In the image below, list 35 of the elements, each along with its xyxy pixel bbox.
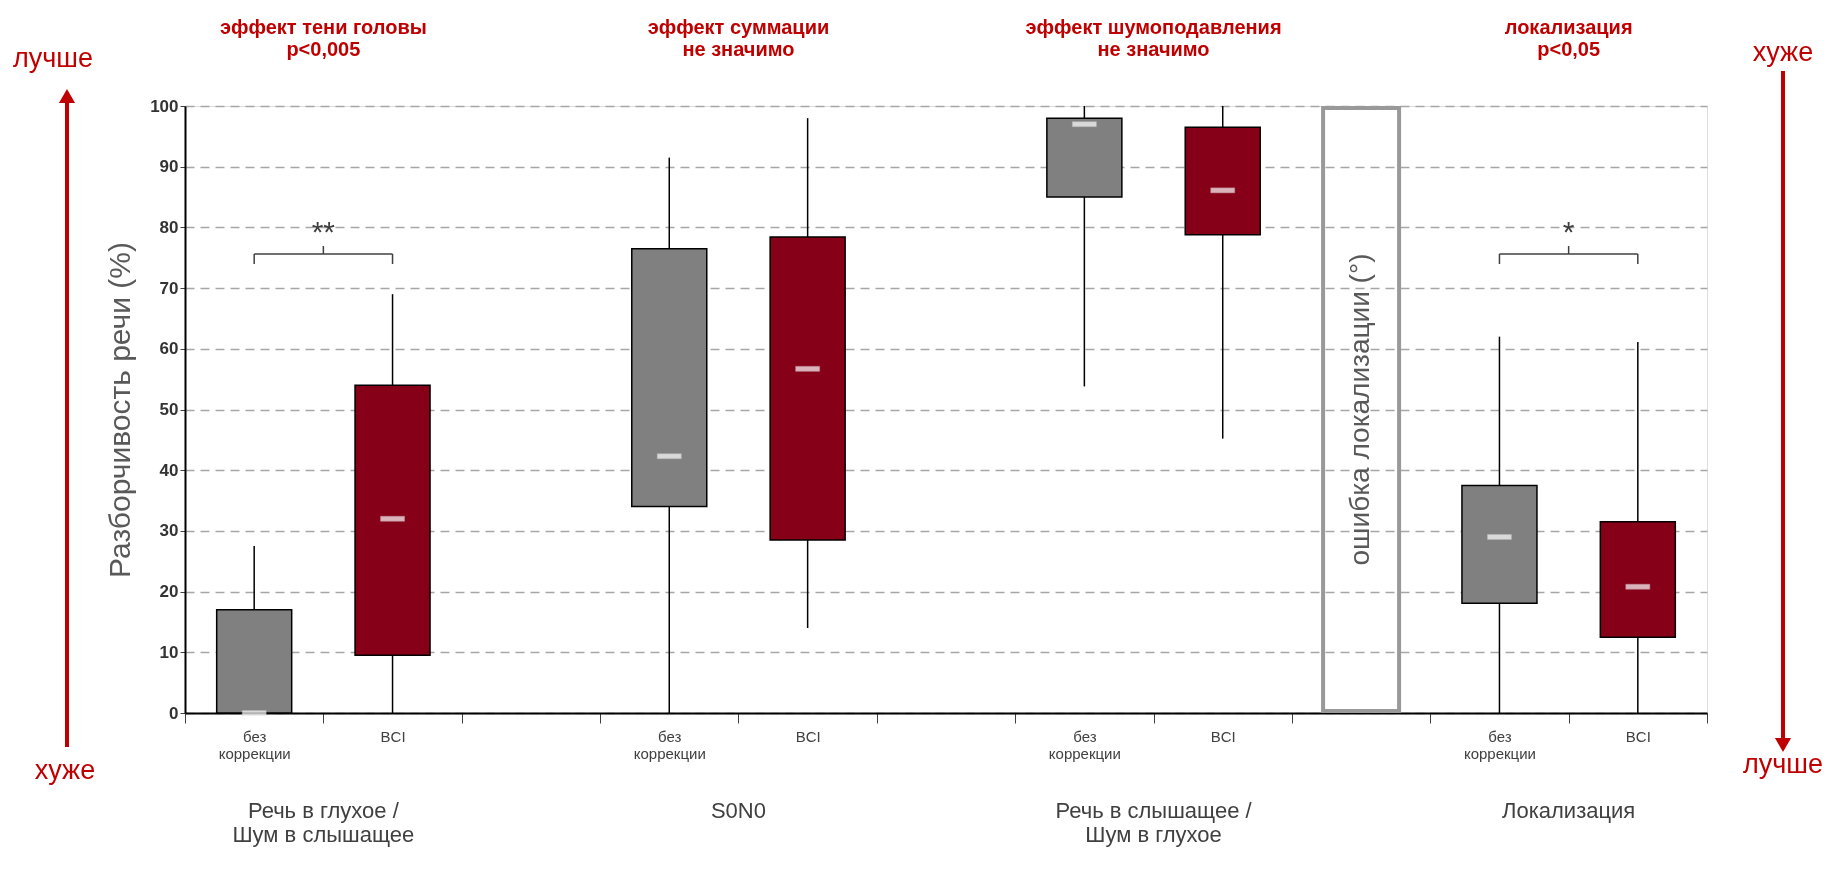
x-tick-label: BCI [795,727,821,745]
text: эффект суммации не значимо [647,16,830,60]
y-tick-label: 40 [159,460,179,480]
y-tick-label: 90 [159,157,179,177]
text: эффект тени головы p<0,005 [219,16,427,60]
text: Локализация [1502,798,1636,823]
annotation: ** [311,215,336,248]
x-tick-label: без коррекции [218,727,291,762]
y-tick-label: 100 [150,96,179,116]
text: Речь в глухое / Шум в слышащее [232,798,415,847]
x-tick-label: без коррекции [633,727,706,762]
annotation: * [1562,215,1575,248]
text: лучше [1743,749,1823,779]
y-tick-label: 50 [159,400,179,419]
y-tick-label: 0 [169,703,179,723]
annotation: ошибка локализации (°) [1344,253,1376,566]
x-tick-label: BCI [1210,727,1236,745]
text: хуже [1752,37,1814,67]
y-tick-label: 70 [159,278,179,298]
text: Речь в слышащее / Шум в глухое [1055,798,1253,847]
y-tick-label: 80 [159,217,179,237]
x-tick-label: без коррекции [1463,727,1536,762]
text: лучше [13,43,93,73]
y-tick-label: 30 [159,521,179,541]
x-tick-label: BCI [380,727,406,745]
y-axis-title: Разборчивость речи (%) [103,242,137,578]
x-tick-label: BCI [1625,727,1651,745]
text: хуже [34,755,96,785]
text: S0N0 [710,798,766,823]
y-tick-label: 20 [159,582,179,602]
y-tick-label: 10 [159,642,179,662]
text: эффект шумоподавления не значимо [1025,16,1282,60]
x-tick-label: без коррекции [1048,727,1121,762]
y-tick-label: 60 [159,339,179,359]
text: локализация p<0,05 [1504,16,1633,60]
